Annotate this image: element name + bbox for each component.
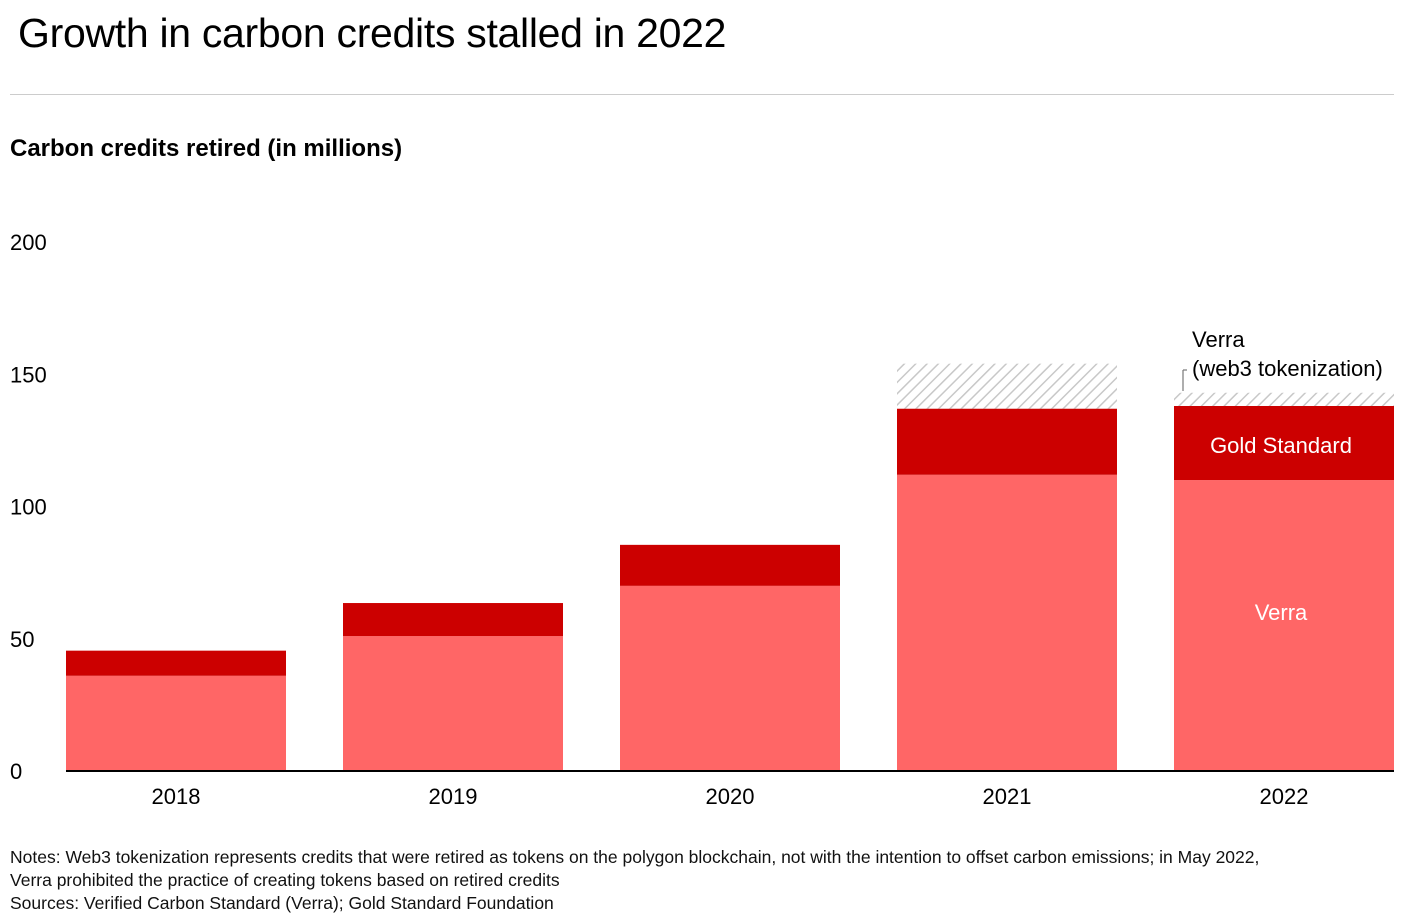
bar-gold-standard-2019: [343, 603, 563, 637]
x-tick-label: 2020: [706, 784, 755, 809]
bar-gold-standard-2020: [620, 544, 840, 586]
label-web3-line2: (web3 tokenization): [1192, 356, 1383, 381]
chart-subtitle: Carbon credits retired (in millions): [10, 135, 403, 162]
bar-verra-web3-tokenization-2022: [1174, 392, 1394, 406]
bar-verra-2019: [343, 636, 563, 771]
chart-notes: Notes: Web3 tokenization represents cred…: [10, 846, 1259, 915]
bar-gold-standard-2022: [1174, 405, 1394, 481]
chart-title: Growth in carbon credits stalled in 2022: [18, 10, 727, 56]
bar-gold-standard-2018: [66, 650, 286, 676]
label-verra: Verra: [1255, 600, 1308, 625]
notes-line-1: Notes: Web3 tokenization represents cred…: [10, 847, 1260, 867]
label-gold-standard: Gold Standard: [1210, 433, 1352, 458]
bar-verra-2020: [620, 585, 840, 771]
bar-verra-2021: [897, 474, 1117, 771]
x-tick-label: 2019: [429, 784, 478, 809]
x-tick-label: 2022: [1260, 784, 1309, 809]
bar-verra-2022: [1174, 480, 1394, 771]
y-tick-label: 50: [10, 627, 34, 652]
y-tick-label: 0: [10, 759, 22, 784]
notes-line-2: Verra prohibited the practice of creatin…: [10, 870, 560, 890]
y-tick-label: 150: [10, 362, 47, 387]
bar-gold-standard-2021: [897, 408, 1117, 475]
x-tick-label: 2018: [152, 784, 201, 809]
x-tick-label: 2021: [983, 784, 1032, 809]
bar-verra-2018: [66, 675, 286, 771]
title-divider: [10, 94, 1394, 95]
y-tick-label: 200: [10, 230, 47, 255]
sources-line: Sources: Verified Carbon Standard (Verra…: [10, 893, 554, 913]
bar-verra-web3-tokenization-2021: [897, 363, 1117, 409]
label-web3-line1: Verra: [1192, 327, 1245, 352]
y-tick-label: 100: [10, 495, 47, 520]
